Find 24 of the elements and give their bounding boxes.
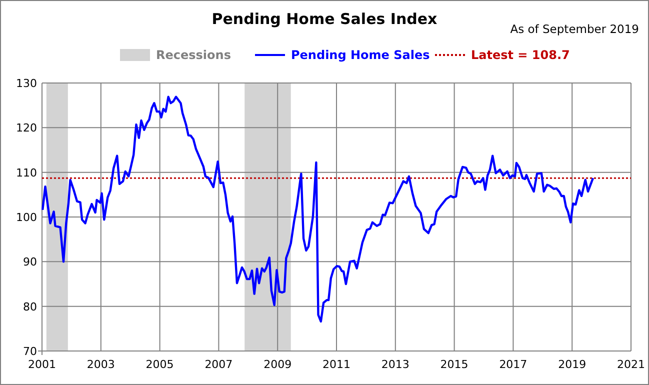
y-tick-label: 100 [16, 211, 37, 224]
x-tick-label: 2019 [558, 358, 586, 371]
x-tick-label: 2017 [499, 358, 528, 371]
chart-subtitle: As of September 2019 [510, 22, 639, 36]
legend-label: Pending Home Sales [291, 48, 430, 62]
x-tick-label: 2009 [264, 358, 292, 371]
x-tick-label: 2001 [28, 358, 56, 371]
legend-label: Latest = 108.7 [471, 48, 570, 62]
x-tick-label: 2011 [322, 358, 350, 371]
y-tick-label: 90 [23, 256, 37, 269]
x-tick-label: 2015 [440, 358, 468, 371]
x-tick-label: 2003 [86, 358, 115, 371]
y-tick-label: 120 [16, 122, 37, 135]
y-tick-label: 70 [23, 345, 37, 358]
x-tick-label: 2005 [146, 358, 174, 371]
chart-title: Pending Home Sales Index [212, 10, 438, 28]
legend-label: Recessions [156, 48, 231, 62]
x-tick-label: 2013 [381, 358, 410, 371]
y-tick-label: 80 [23, 300, 37, 314]
y-tick-label: 110 [16, 166, 37, 180]
y-tick-label: 130 [16, 77, 37, 90]
line-series [41, 96, 594, 323]
x-tick-label: 2021 [617, 358, 645, 371]
x-tick-label: 2007 [204, 358, 233, 371]
